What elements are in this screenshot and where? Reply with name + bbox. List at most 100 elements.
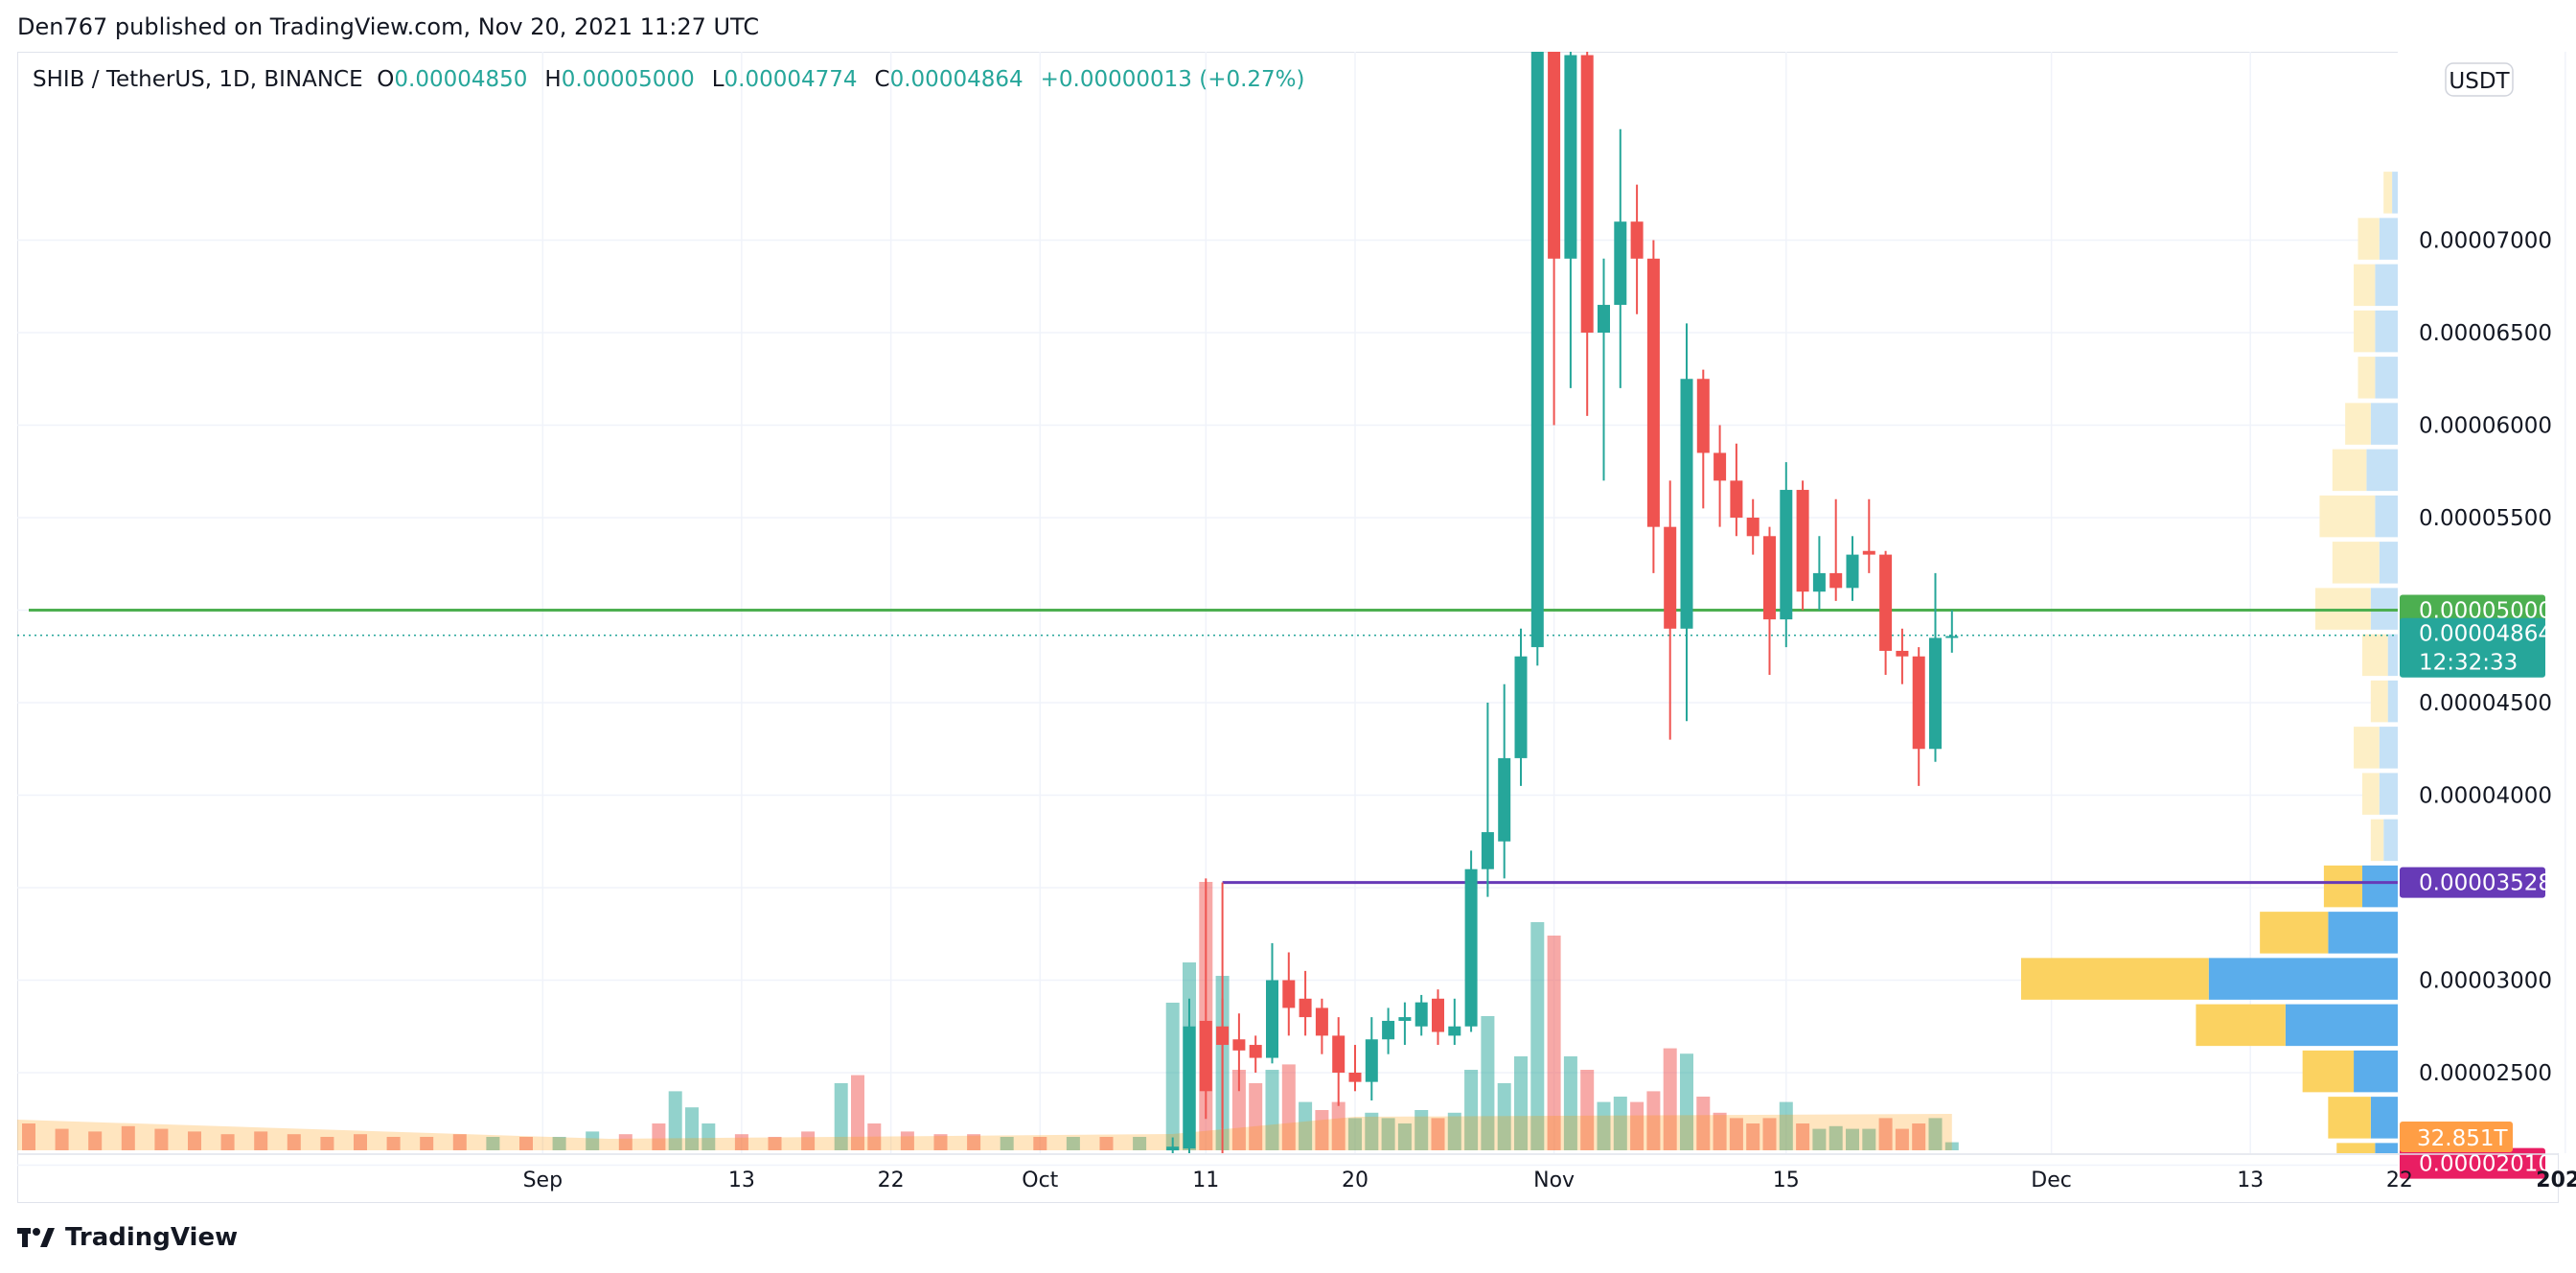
volume-bar (618, 1134, 632, 1150)
price-tag (2400, 1147, 2545, 1179)
candle-body (1199, 1020, 1212, 1092)
volume-bar (851, 1075, 864, 1150)
volume-profile-up (2375, 495, 2398, 538)
volume-bar (1133, 1137, 1147, 1150)
volume-bar (1613, 1097, 1627, 1150)
volume-bar (188, 1131, 201, 1150)
price-tag-label: 0.00003528 (2419, 871, 2552, 896)
volume-bar (552, 1137, 566, 1150)
candle-body (1464, 868, 1478, 1027)
volume-bar (1514, 1056, 1528, 1150)
volume-bar (1713, 1112, 1727, 1150)
volume-bar (1547, 936, 1561, 1150)
currency-button-frame (2445, 62, 2514, 97)
currency-button[interactable]: USDT (2445, 62, 2514, 97)
candle-body (1249, 1045, 1262, 1058)
volume-bar (1464, 1070, 1479, 1150)
candle-body (1166, 1146, 1180, 1151)
volume-bar (1231, 1070, 1246, 1150)
volume-bar (88, 1131, 103, 1150)
symbol-title[interactable]: SHIB / TetherUS, 1D, BINANCE (33, 67, 363, 92)
volume-bar (1348, 1118, 1362, 1150)
volume-bar (1299, 1101, 1313, 1150)
volume-bar (1762, 1118, 1777, 1150)
volume-bar (1249, 1083, 1263, 1150)
candle-body (1398, 1017, 1412, 1021)
candle-body (1796, 490, 1809, 592)
volume-bar (1099, 1137, 1114, 1150)
candle-body (1829, 572, 1843, 589)
candles (1166, 52, 1959, 1153)
candle-body (1315, 1007, 1328, 1036)
volume-profile-down (2370, 819, 2384, 862)
volume-bar (834, 1083, 848, 1150)
volume-profile-up (2354, 1050, 2398, 1093)
tradingview-logo-icon (17, 1228, 55, 1247)
volume-profile-down (2358, 357, 2376, 399)
open-label: O (377, 67, 395, 92)
candle-body (1714, 452, 1727, 481)
candle-body (1414, 1002, 1428, 1027)
volume-bar (1630, 1101, 1644, 1150)
candle-body (1912, 656, 1925, 750)
y-tick-label: 0.00005500 (2419, 506, 2552, 531)
volume-bar (1779, 1101, 1793, 1150)
candle-body (1730, 480, 1743, 518)
volume-bar (254, 1131, 268, 1150)
volume-tag (2400, 1122, 2513, 1152)
candle-body (1365, 1039, 1378, 1082)
candle-body (1630, 221, 1644, 259)
volume-bar (1828, 1125, 1843, 1150)
volume-bar (1646, 1091, 1661, 1150)
volume-bar (1580, 1070, 1595, 1150)
price-tag (2400, 617, 2545, 678)
change-value: +0.00000013 (+0.27%) (1040, 67, 1305, 92)
candle-body (1896, 650, 1909, 657)
volume-bar (734, 1134, 748, 1150)
volume-bar (1066, 1137, 1080, 1150)
volume-bar (668, 1091, 682, 1150)
volume-bar (1397, 1123, 1412, 1150)
volume-profile-down (2354, 310, 2376, 353)
brand-name: TradingView (65, 1223, 239, 1252)
x-tick-label: Sep (523, 1169, 563, 1192)
price-tag-label: 0.00002010 (2419, 1152, 2552, 1177)
volume-bar (702, 1123, 716, 1150)
volume-bar (967, 1134, 981, 1150)
volume-bar (1928, 1118, 1943, 1150)
volume-bar (1563, 1056, 1577, 1150)
y-tick-label: 0.00006000 (2419, 414, 2552, 439)
volume-profile-down (2336, 1143, 2376, 1153)
volume-bar (933, 1134, 948, 1150)
candle-body (1846, 554, 1859, 589)
volume-bar (685, 1107, 699, 1150)
candle-body (1680, 379, 1693, 629)
candle-body (1448, 1026, 1461, 1036)
y-tick-label: 0.00007000 (2419, 229, 2552, 254)
volume-bar (1497, 1083, 1511, 1150)
price-tag (2400, 594, 2545, 626)
volume-bar (121, 1125, 135, 1150)
candle-body (1564, 55, 1577, 259)
price-tag (2400, 867, 2545, 898)
x-tick-label: Dec (2031, 1169, 2072, 1192)
volume-profile (2020, 172, 2398, 1153)
low-label: L (711, 67, 724, 92)
candle-body (1530, 52, 1544, 648)
volume-profile-up (2375, 264, 2398, 307)
volume-profile-up (2375, 310, 2398, 353)
volume-profile-down (2332, 542, 2380, 584)
volume-bar (1663, 1048, 1677, 1150)
volume-profile-up (2387, 680, 2398, 723)
candle-body (1481, 832, 1494, 869)
x-tick-label: 11 (1192, 1169, 1219, 1192)
volume-bar (1033, 1137, 1047, 1150)
volume-profile-up (2379, 542, 2398, 584)
x-axis: Sep 13 22 Oct 11 20 Nov 15 Dec 13 22 2022 (17, 1153, 2576, 1192)
candle-body (1299, 998, 1312, 1018)
candle-body (1382, 1020, 1395, 1040)
volume-bar (1796, 1123, 1810, 1150)
tradingview-logo[interactable]: TradingView (17, 1223, 238, 1252)
volume-bar (452, 1134, 467, 1150)
